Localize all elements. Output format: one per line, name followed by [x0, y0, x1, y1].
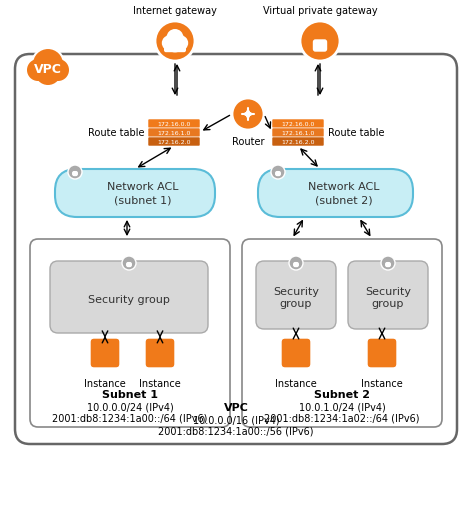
Text: Security group: Security group	[88, 294, 170, 305]
Text: 172.16.0.0: 172.16.0.0	[281, 122, 315, 127]
FancyBboxPatch shape	[386, 263, 390, 267]
Circle shape	[165, 32, 185, 54]
Text: VPC: VPC	[34, 63, 62, 75]
Text: 172.16.2.0: 172.16.2.0	[157, 140, 191, 145]
Text: Virtual private gateway: Virtual private gateway	[263, 6, 377, 16]
Text: VPC: VPC	[224, 402, 248, 412]
FancyBboxPatch shape	[55, 170, 215, 218]
FancyBboxPatch shape	[367, 338, 397, 368]
FancyBboxPatch shape	[90, 338, 120, 368]
Circle shape	[47, 60, 69, 82]
FancyBboxPatch shape	[272, 138, 324, 147]
FancyBboxPatch shape	[272, 129, 324, 138]
Circle shape	[300, 22, 340, 62]
FancyBboxPatch shape	[294, 263, 298, 267]
FancyBboxPatch shape	[281, 338, 311, 368]
Text: Instance: Instance	[84, 378, 126, 388]
FancyBboxPatch shape	[145, 338, 175, 368]
Text: Route table: Route table	[87, 128, 144, 138]
Circle shape	[27, 60, 49, 82]
Text: Security
group: Security group	[273, 287, 319, 308]
Text: Instance: Instance	[361, 378, 403, 388]
FancyBboxPatch shape	[126, 263, 131, 267]
Text: Subnet 2: Subnet 2	[314, 389, 370, 399]
FancyBboxPatch shape	[50, 262, 208, 333]
Text: 10.0.0.0/24 (IPv4): 10.0.0.0/24 (IPv4)	[87, 402, 173, 412]
Text: 172.16.1.0: 172.16.1.0	[281, 131, 315, 136]
Circle shape	[232, 99, 264, 131]
Circle shape	[381, 257, 395, 271]
Text: 2001:db8:1234:1a00::/64 (IPv6): 2001:db8:1234:1a00::/64 (IPv6)	[52, 413, 208, 423]
Circle shape	[271, 166, 285, 180]
Circle shape	[167, 30, 184, 46]
Text: Network ACL
(subnet 2): Network ACL (subnet 2)	[308, 182, 379, 205]
Circle shape	[162, 36, 177, 52]
Circle shape	[68, 166, 82, 180]
Text: 10.0.0.0/16 (IPv4): 10.0.0.0/16 (IPv4)	[193, 415, 279, 425]
FancyBboxPatch shape	[148, 120, 200, 129]
Circle shape	[35, 60, 61, 86]
Text: Network ACL
(subnet 1): Network ACL (subnet 1)	[107, 182, 179, 205]
FancyBboxPatch shape	[148, 138, 200, 147]
FancyBboxPatch shape	[276, 172, 280, 176]
FancyBboxPatch shape	[242, 239, 442, 427]
FancyBboxPatch shape	[256, 262, 336, 329]
FancyBboxPatch shape	[348, 262, 428, 329]
FancyBboxPatch shape	[15, 55, 457, 444]
Text: Subnet 1: Subnet 1	[102, 389, 158, 399]
Text: Route table: Route table	[328, 128, 385, 138]
Text: 172.16.0.0: 172.16.0.0	[157, 122, 191, 127]
Circle shape	[32, 49, 64, 81]
Text: 172.16.1.0: 172.16.1.0	[157, 131, 191, 136]
FancyBboxPatch shape	[258, 170, 413, 218]
Text: 10.0.1.0/24 (IPv4): 10.0.1.0/24 (IPv4)	[299, 402, 385, 412]
Text: 2001:db8:1234:1a02::/64 (IPv6): 2001:db8:1234:1a02::/64 (IPv6)	[264, 413, 420, 423]
Circle shape	[289, 257, 303, 271]
FancyBboxPatch shape	[313, 41, 327, 52]
Circle shape	[122, 257, 136, 271]
FancyBboxPatch shape	[73, 172, 77, 176]
Text: Router: Router	[232, 137, 264, 147]
Circle shape	[155, 22, 195, 62]
Text: Internet gateway: Internet gateway	[133, 6, 217, 16]
Text: Security
group: Security group	[365, 287, 411, 308]
Text: 2001:db8:1234:1a00::/56 (IPv6): 2001:db8:1234:1a00::/56 (IPv6)	[158, 426, 314, 436]
FancyBboxPatch shape	[30, 239, 230, 427]
Text: Instance: Instance	[139, 378, 181, 388]
FancyBboxPatch shape	[272, 120, 324, 129]
Circle shape	[173, 36, 188, 52]
FancyBboxPatch shape	[164, 47, 186, 53]
Text: Instance: Instance	[275, 378, 317, 388]
Text: 172.16.2.0: 172.16.2.0	[281, 140, 315, 145]
FancyBboxPatch shape	[148, 129, 200, 138]
